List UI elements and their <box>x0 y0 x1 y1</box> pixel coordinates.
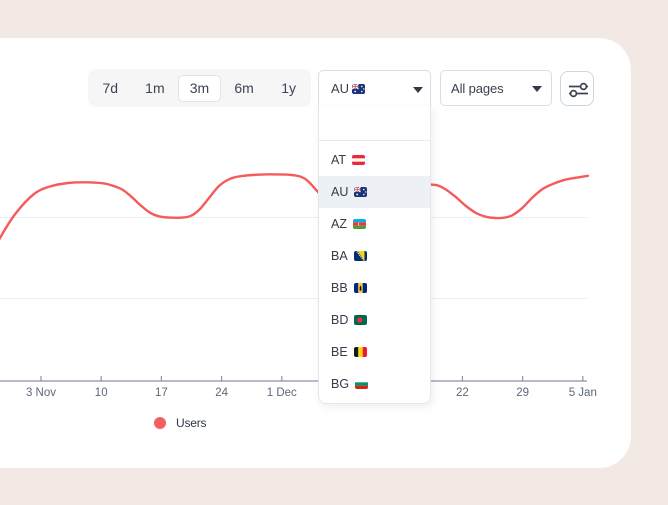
svg-text:1 Dec: 1 Dec <box>267 387 297 399</box>
svg-text:10: 10 <box>95 387 108 399</box>
svg-text:22: 22 <box>456 387 469 399</box>
svg-text:17: 17 <box>155 387 168 399</box>
svg-text:24: 24 <box>215 387 228 399</box>
svg-text:5 Jan: 5 Jan <box>569 387 597 399</box>
svg-text:3 Nov: 3 Nov <box>26 387 56 399</box>
svg-text:29: 29 <box>516 387 529 399</box>
